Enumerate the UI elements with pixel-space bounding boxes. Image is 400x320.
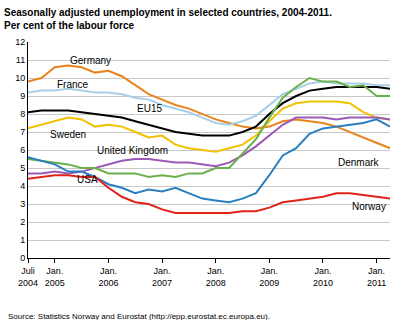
svg-text:Juli2004: Juli2004 bbox=[18, 266, 38, 288]
svg-text:Jan.2006: Jan.2006 bbox=[98, 266, 118, 288]
svg-text:Jan.2009: Jan.2009 bbox=[259, 266, 279, 288]
svg-text:United Kingdom: United Kingdom bbox=[97, 145, 168, 156]
svg-text:5: 5 bbox=[20, 163, 25, 173]
svg-text:Norway: Norway bbox=[352, 201, 386, 212]
svg-text:Source: Statistics Norway and: Source: Statistics Norway and Eurostat (… bbox=[8, 312, 270, 320]
svg-text:EU15: EU15 bbox=[137, 103, 162, 114]
svg-text:Jan.2008: Jan.2008 bbox=[206, 266, 226, 288]
svg-text:0: 0 bbox=[20, 253, 25, 263]
svg-text:1: 1 bbox=[20, 235, 25, 245]
svg-text:France: France bbox=[57, 79, 89, 90]
svg-text:3: 3 bbox=[20, 199, 25, 209]
svg-text:6: 6 bbox=[20, 145, 25, 155]
svg-text:Jan.2005: Jan.2005 bbox=[45, 266, 65, 288]
svg-text:9: 9 bbox=[20, 91, 25, 101]
svg-text:Sweden: Sweden bbox=[50, 129, 86, 140]
svg-text:8: 8 bbox=[20, 109, 25, 119]
svg-text:Denmark: Denmark bbox=[338, 157, 380, 168]
svg-text:Jan.2007: Jan.2007 bbox=[152, 266, 172, 288]
svg-text:Jan.2011: Jan.2011 bbox=[367, 266, 386, 288]
svg-text:10: 10 bbox=[15, 73, 25, 83]
svg-text:Jan.2010: Jan.2010 bbox=[313, 266, 333, 288]
svg-text:Seasonally adjusted unemployme: Seasonally adjusted unemployment in sele… bbox=[4, 7, 332, 31]
svg-text:Germany: Germany bbox=[70, 55, 111, 66]
svg-text:USA: USA bbox=[77, 174, 98, 185]
svg-text:12: 12 bbox=[15, 37, 25, 47]
svg-text:11: 11 bbox=[16, 55, 25, 65]
svg-text:4: 4 bbox=[20, 181, 25, 191]
svg-text:2: 2 bbox=[20, 217, 25, 227]
svg-text:7: 7 bbox=[20, 127, 25, 137]
